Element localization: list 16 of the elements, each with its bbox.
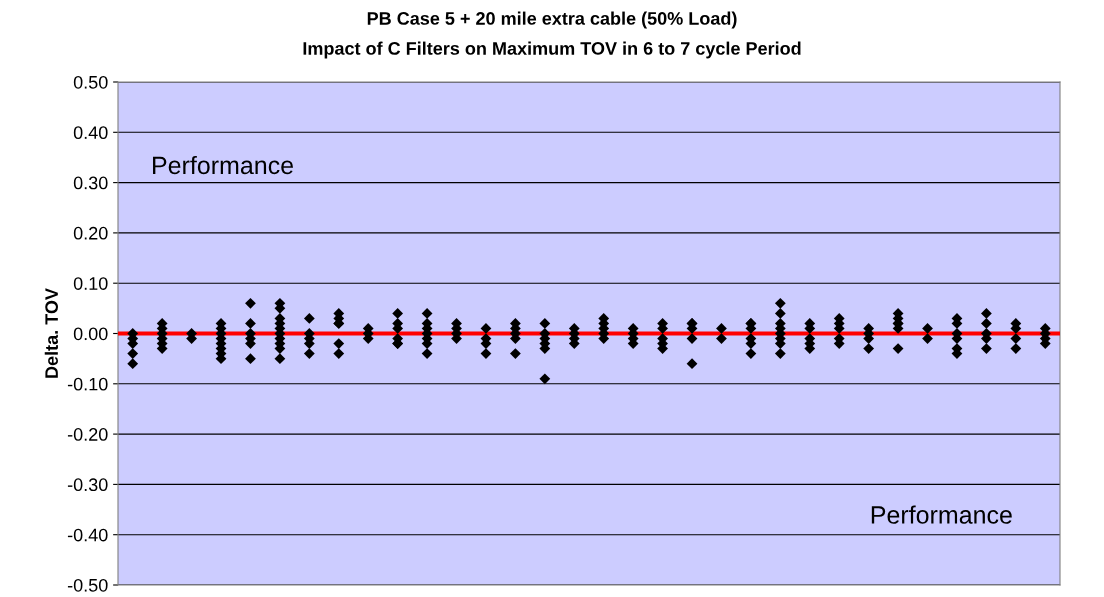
y-tick-label: -0.40 <box>67 528 108 542</box>
y-tick-label: 0.10 <box>73 277 108 290</box>
annotation: Performance <box>153 155 293 175</box>
y-tick-label: -0.20 <box>67 428 108 441</box>
chart-title: PB Case 5 + 20 mile extra cable (50% Load) <box>367 11 737 29</box>
chart-subtitle: Impact of C Filters on Maximum TOV in 6 to 7 cycle Period <box>303 41 801 59</box>
annotation: Performance <box>871 505 1012 524</box>
y-axis-title: Delta. TOV <box>44 288 58 378</box>
y-tick-label: 0.40 <box>73 126 108 140</box>
y-tick-label: -0.10 <box>67 377 108 391</box>
y-tick-label: 0.20 <box>73 226 108 240</box>
y-tick-label: 0.00 <box>73 327 108 341</box>
y-tick-label: -0.50 <box>67 578 108 592</box>
y-tick-label: -0.30 <box>67 478 108 492</box>
y-tick-label: 0.50 <box>73 75 108 89</box>
y-tick-label: 0.30 <box>73 176 108 190</box>
